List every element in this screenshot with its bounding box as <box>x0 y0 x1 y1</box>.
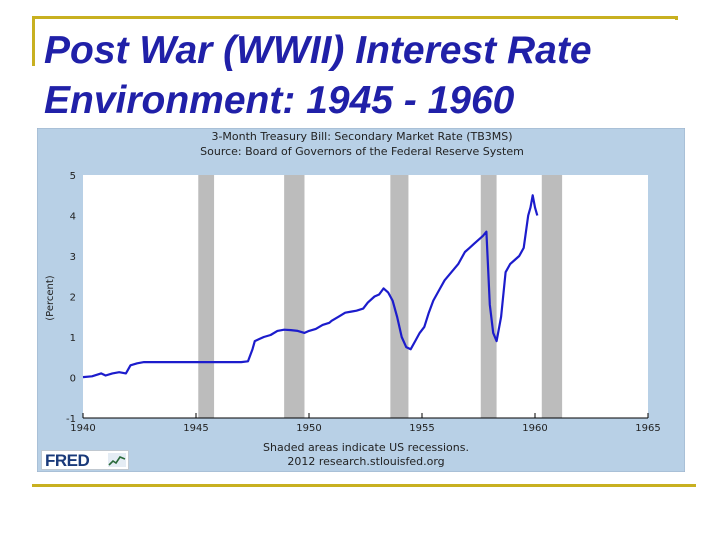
x-ticks: 1940 1945 1950 1955 1960 1965 <box>70 413 661 434</box>
y-tick-label-4: 3 <box>70 252 76 263</box>
y-tick-label-2: 1 <box>70 333 76 344</box>
slide-title-line-1: Post War (WWII) Interest Rate <box>44 29 592 72</box>
slide-frame-bottom <box>32 484 696 487</box>
slide-frame-right <box>675 16 678 20</box>
x-tick-label-0: 1940 <box>70 423 95 434</box>
x-tick-label-5: 1965 <box>635 423 660 434</box>
x-tick-label-2: 1950 <box>296 423 321 434</box>
y-tick-label-5: 4 <box>70 212 76 223</box>
x-tick-label-4: 1960 <box>522 423 547 434</box>
y-tick-label-3: 2 <box>70 293 76 304</box>
recession-band-2 <box>284 175 305 418</box>
slide-title: Post War (WWII) Interest Rate Environmen… <box>44 26 704 126</box>
slide-title-line-2: Environment: 1945 - 1960 <box>44 79 515 122</box>
chart-line-icon <box>108 453 126 467</box>
recession-band-3 <box>390 175 409 418</box>
plot-area <box>83 175 648 418</box>
series-line-1 <box>82 194 539 379</box>
tb3ms-line-chart: 1940 1945 1950 1955 1960 1965 -1 0 1 2 3 4 5 3-Mont… <box>37 128 685 472</box>
slide-frame-top <box>32 16 678 19</box>
fred-logo-text: FRED <box>45 451 90 470</box>
y-axis-label: (Percent) <box>45 275 56 321</box>
chart-footnote-2: 2012 research.stlouisfed.org <box>287 455 444 468</box>
y-tick-label-0: -1 <box>66 414 76 425</box>
fred-logo: FRED <box>41 450 129 470</box>
chart-footnote-1: Shaded areas indicate US recessions. <box>263 441 469 454</box>
recession-band-5 <box>541 175 563 418</box>
chart-subtitle: Source: Board of Governors of the Federa… <box>200 145 524 158</box>
chart-title: 3-Month Treasury Bill: Secondary Market … <box>211 130 512 143</box>
recession-bands <box>198 175 563 418</box>
chart-panel: 1940 1945 1950 1955 1960 1965 -1 0 1 2 3 4 5 3-Mont… <box>37 128 685 472</box>
y-ticks: -1 0 1 2 3 4 5 <box>66 171 76 425</box>
y-tick-label-6: 5 <box>70 171 76 182</box>
y-tick-label-1: 0 <box>70 374 76 385</box>
x-tick-label-1: 1945 <box>183 423 208 434</box>
x-tick-label-3: 1955 <box>409 423 434 434</box>
slide-frame-left <box>32 16 35 66</box>
recession-band-1 <box>198 175 215 418</box>
series-layer <box>82 194 539 379</box>
